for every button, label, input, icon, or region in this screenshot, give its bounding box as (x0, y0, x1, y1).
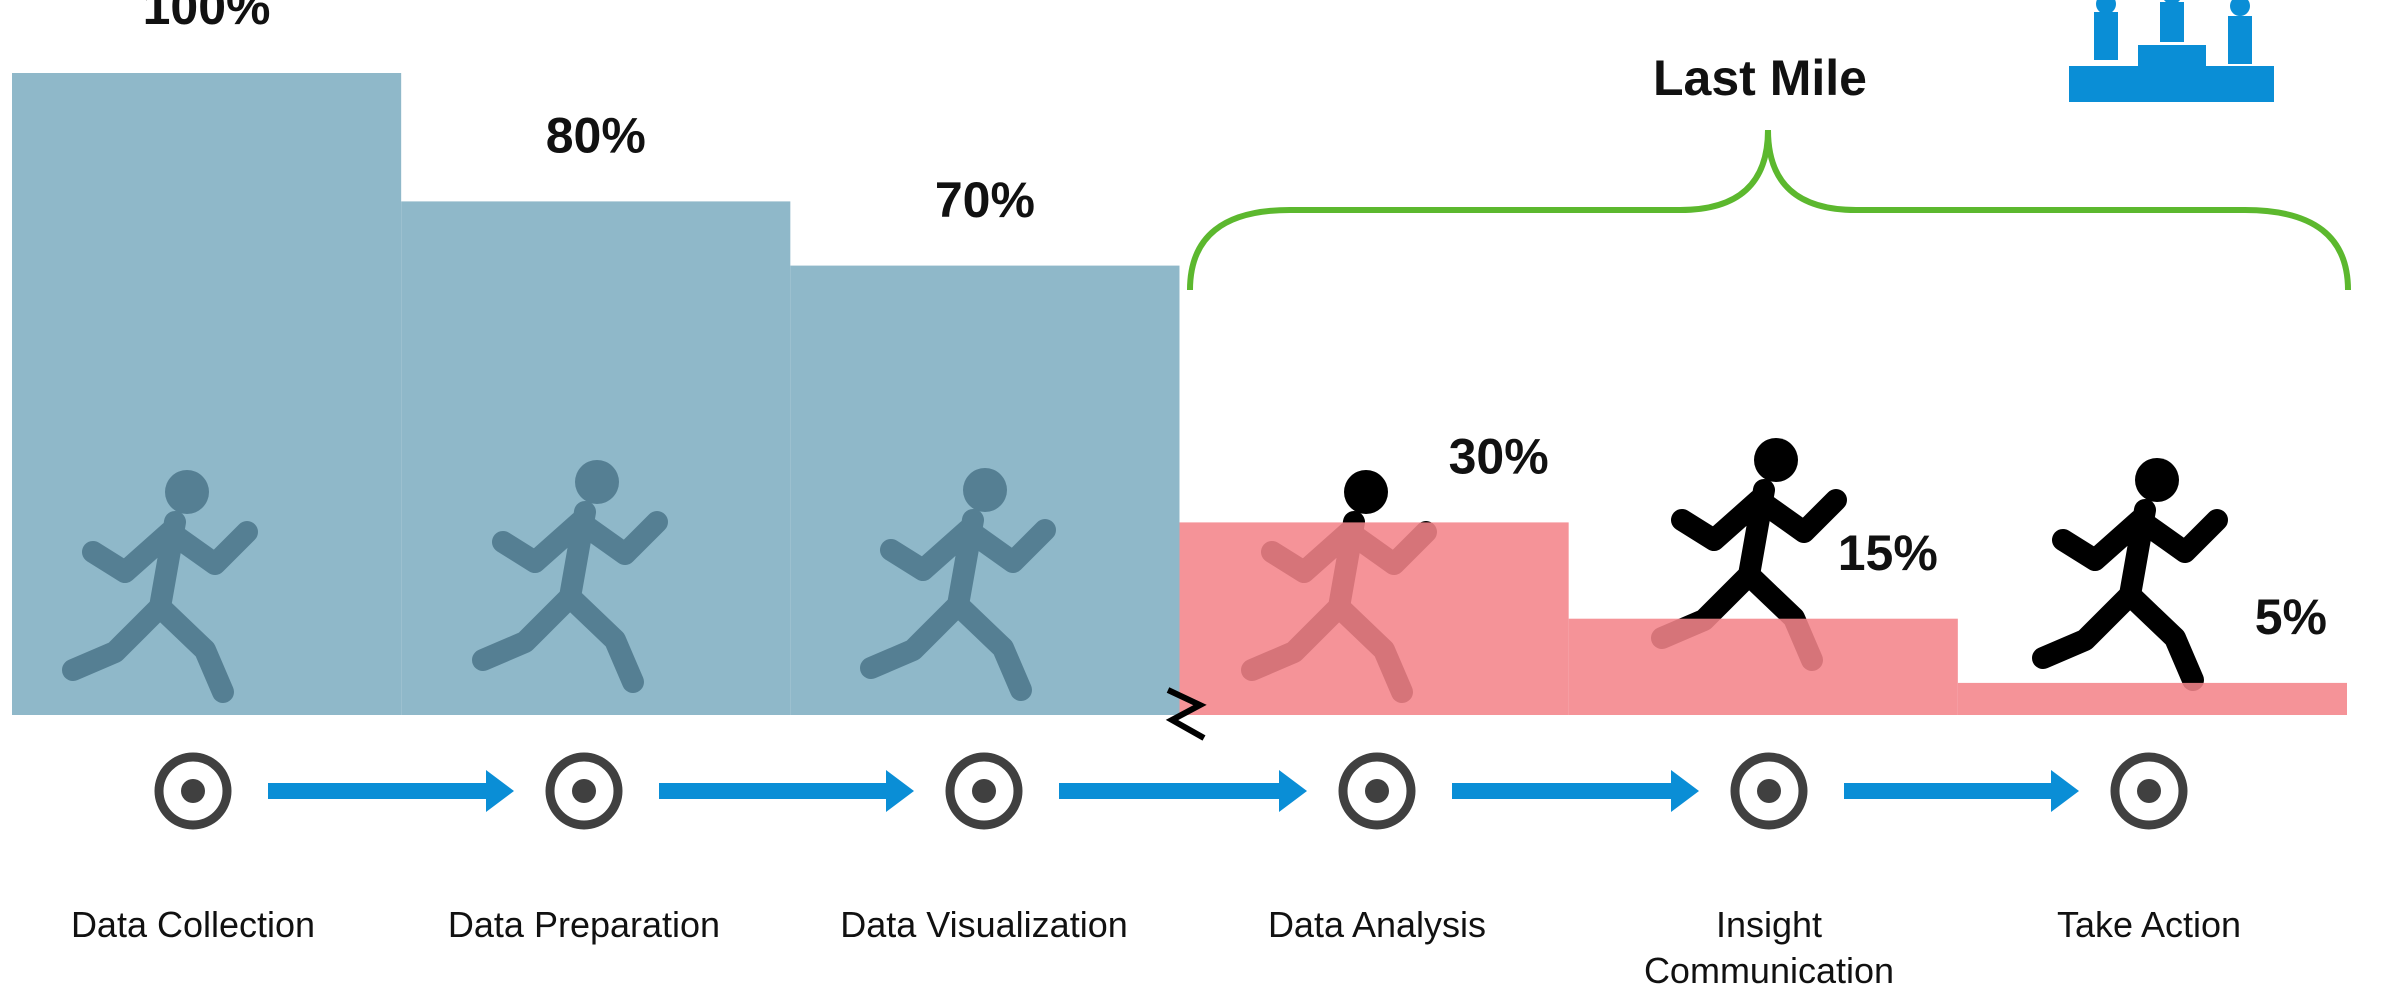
category-label: Data Visualization (840, 904, 1128, 945)
step-icon (1338, 752, 1416, 830)
icons (154, 752, 2188, 830)
value-label: 100% (143, 0, 271, 35)
category-label: Data Analysis (1267, 904, 1487, 945)
step-icon-dot (181, 779, 205, 803)
step-icon (945, 752, 1023, 830)
category-label: Data Collection (70, 904, 316, 945)
flow-arrow (268, 770, 514, 812)
bar (401, 201, 791, 715)
step-icon (545, 752, 623, 830)
bar (12, 73, 402, 715)
axis-break (1165, 687, 1207, 741)
bars (12, 73, 2347, 715)
step-icon (154, 752, 232, 830)
step-icon-dot (2137, 779, 2161, 803)
step-icon-dot (972, 779, 996, 803)
bar (1568, 618, 1958, 715)
category-label: Take Action (2056, 904, 2242, 945)
flow-arrow (1059, 770, 1307, 812)
podium-icon (2069, 0, 2274, 102)
bar (1179, 522, 1569, 715)
annotation: Last Mile (1653, 50, 1867, 106)
step-icon-dot (1757, 779, 1781, 803)
flow-arrow (1844, 770, 2079, 812)
value-label: 5% (2255, 589, 2327, 645)
value-label: 15% (1838, 525, 1938, 581)
category-label: Insight Communication (1643, 904, 1895, 991)
step-icon-dot (572, 779, 596, 803)
flow-arrow (1452, 770, 1699, 812)
runner-icon (2043, 458, 2217, 680)
value-label: 80% (546, 108, 646, 164)
category-label: Data Preparation (447, 904, 721, 945)
value-label: 30% (1449, 429, 1549, 485)
step-icon-dot (1365, 779, 1389, 803)
step-icon (1730, 752, 1808, 830)
bar (1957, 682, 2347, 715)
value-label: 70% (935, 172, 1035, 228)
brace (1187, 129, 2351, 291)
step-icon (2110, 752, 2188, 830)
flow-arrow (659, 770, 914, 812)
